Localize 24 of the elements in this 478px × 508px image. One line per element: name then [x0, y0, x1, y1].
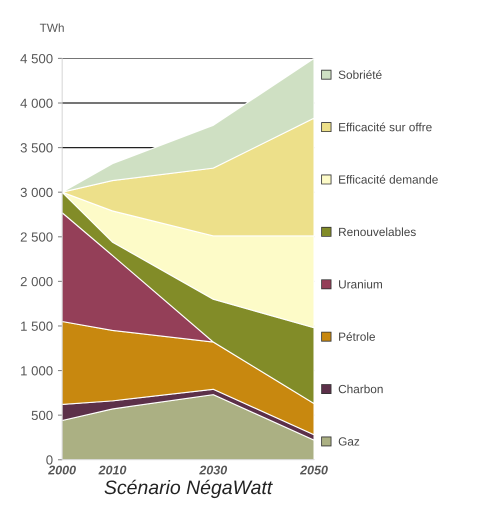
legend-label: Charbon — [338, 384, 383, 394]
x-tick-label: 2050 — [300, 466, 328, 474]
legend-label: Efficacité demande — [339, 174, 438, 184]
legend-label: Efficacité sur offre — [339, 122, 432, 132]
legend-label: Gaz — [338, 437, 360, 446]
y-tick-label: 4 500 — [20, 54, 53, 64]
x-tick-label: 2030 — [199, 466, 228, 474]
legend-label: Pétrole — [339, 332, 376, 341]
y-tick-label: 3 000 — [20, 188, 53, 198]
legend-label: Sobriété — [338, 70, 382, 79]
y-tick-label: 3 500 — [20, 143, 53, 153]
y-tick-label: 2 500 — [20, 232, 53, 242]
x-tick-label: 2010 — [98, 466, 126, 474]
y-axis-title: TWh — [40, 23, 64, 32]
y-tick-label: 2 000 — [20, 276, 53, 286]
legend-label: Renouvelables — [339, 227, 416, 236]
legend-label: Uranium — [339, 280, 382, 288]
y-tick-label: 500 — [32, 410, 53, 420]
x-tick-label: 2000 — [48, 466, 76, 474]
y-tick-label: 1 000 — [21, 366, 53, 376]
x-axis-title: Scénario NégaWatt — [104, 480, 273, 498]
y-tick-label: 1 500 — [21, 322, 53, 331]
y-tick-label: 4 000 — [20, 98, 53, 108]
y-tick-label: 0 — [46, 455, 53, 465]
